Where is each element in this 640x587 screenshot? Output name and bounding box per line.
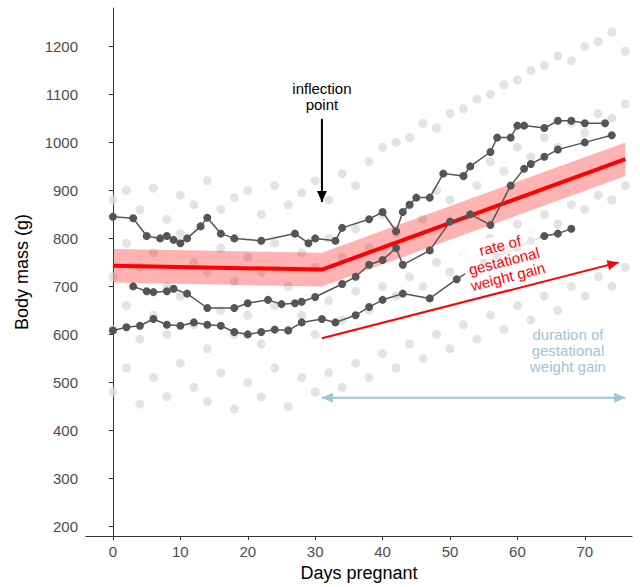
svg-text:70: 70 (576, 543, 593, 560)
svg-text:500: 500 (53, 374, 78, 391)
svg-text:duration of: duration of (533, 326, 605, 343)
svg-text:200: 200 (53, 518, 78, 535)
svg-text:600: 600 (53, 326, 78, 343)
svg-text:gestational: gestational (466, 243, 542, 279)
svg-text:inflection: inflection (292, 80, 351, 97)
svg-text:40: 40 (374, 543, 391, 560)
svg-text:50: 50 (442, 543, 459, 560)
svg-text:60: 60 (509, 543, 526, 560)
svg-text:700: 700 (53, 278, 78, 295)
svg-text:400: 400 (53, 422, 78, 439)
svg-text:point: point (306, 96, 339, 113)
svg-text:rate of: rate of (477, 231, 523, 259)
svg-text:Body mass (g): Body mass (g) (12, 214, 32, 330)
svg-text:gestational: gestational (532, 342, 605, 359)
svg-text:30: 30 (307, 543, 324, 560)
svg-text:300: 300 (53, 470, 78, 487)
svg-text:900: 900 (53, 182, 78, 199)
svg-text:weight gain: weight gain (529, 358, 606, 375)
svg-text:20: 20 (239, 543, 256, 560)
svg-text:weight gain: weight gain (468, 259, 547, 295)
svg-text:0: 0 (109, 543, 117, 560)
svg-text:1200: 1200 (45, 38, 78, 55)
svg-text:10: 10 (172, 543, 189, 560)
svg-text:1100: 1100 (46, 86, 78, 103)
svg-text:800: 800 (53, 230, 78, 247)
svg-text:1000: 1000 (45, 134, 78, 151)
svg-text:Days pregnant: Days pregnant (300, 563, 417, 583)
